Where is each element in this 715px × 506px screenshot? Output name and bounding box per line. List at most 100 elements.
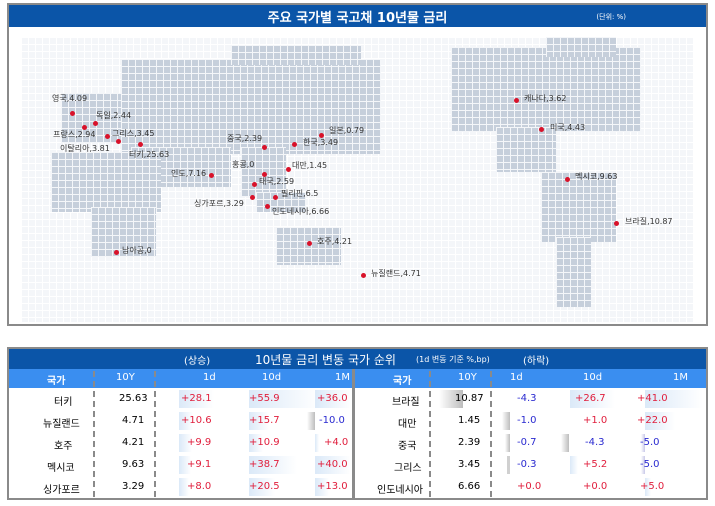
change-bar	[179, 412, 193, 430]
falling-table: 브라질 10.87 -4.3 +26.7 +41.0 대만 1.45 -1.0 …	[355, 388, 706, 498]
label-china: 중국,2.39	[227, 134, 263, 143]
marker-france[interactable]	[82, 125, 87, 130]
label-italy: 이탈리아,3.81	[60, 144, 110, 153]
change-bar	[645, 412, 675, 430]
label-philippines: 필리핀,6.5	[281, 189, 319, 198]
table-row: 멕시코 9.63 +9.1 +38.7 +40.0	[9, 454, 352, 476]
change-bar	[570, 390, 615, 408]
land-asia	[121, 59, 381, 154]
marker-canada[interactable]	[514, 98, 519, 103]
label-uk: 영국,4.09	[52, 94, 88, 103]
country: 터키	[54, 397, 73, 408]
marker-india[interactable]	[209, 173, 214, 178]
marker-mexico[interactable]	[565, 177, 570, 182]
table-divider	[352, 369, 355, 498]
change-1d: +28.1	[181, 393, 212, 404]
change-1d: +9.1	[187, 459, 212, 470]
land-south-america-tip	[556, 237, 591, 307]
col-10d: 10d	[583, 372, 603, 383]
land-africa-north	[51, 152, 161, 212]
change-10d: +1.0	[583, 415, 608, 426]
change-1m: +36.0	[317, 393, 348, 404]
marker-taiwan[interactable]	[286, 167, 291, 172]
label-france: 프랑스,2.94	[53, 130, 96, 139]
country: 대만	[398, 419, 417, 430]
change-1m: +5.0	[640, 481, 665, 492]
table-header: (상승) 10년물 금리 변동 국가 순위 (1d 변동 기준 %,bp) (하…	[9, 349, 706, 369]
change-1d: -4.3	[517, 393, 537, 404]
country: 브라질	[392, 397, 420, 408]
marker-hongkong[interactable]	[262, 172, 267, 177]
change-10d: +55.9	[249, 393, 280, 404]
change-1d: -1.0	[517, 415, 537, 426]
marker-japan[interactable]	[319, 133, 324, 138]
dashed-separator	[93, 371, 95, 497]
change-bar	[249, 412, 269, 430]
marker-turkey[interactable]	[138, 142, 143, 147]
change-1m: -5.0	[640, 459, 660, 470]
table-row: 뉴질랜드 4.71 +10.6 +15.7 -10.0	[9, 410, 352, 432]
change-bar	[641, 434, 645, 452]
country: 중국	[398, 441, 417, 452]
rate-10y: 10.87	[455, 393, 484, 404]
marker-china[interactable]	[262, 145, 267, 150]
change-bar	[645, 390, 703, 408]
change-1m: +40.0	[317, 459, 348, 470]
map-header: 주요 국가별 국고채 10년물 금리 (단위: %)	[9, 5, 706, 27]
land-central-america	[496, 127, 556, 172]
rise-label: (상승)	[184, 356, 211, 367]
change-1d: -0.3	[517, 459, 537, 470]
change-1m: +41.0	[637, 393, 668, 404]
change-1d: -0.7	[517, 437, 537, 448]
label-japan: 일본,0.79	[329, 126, 365, 135]
col-country: 국가	[47, 376, 66, 387]
change-bar	[439, 390, 463, 408]
change-1d: +10.6	[181, 415, 212, 426]
land-africa-south	[91, 207, 156, 257]
change-bar	[561, 434, 569, 452]
label-greece: 그리스,3.45	[112, 129, 155, 138]
marker-greece[interactable]	[105, 134, 110, 139]
marker-thailand[interactable]	[252, 182, 257, 187]
marker-brazil[interactable]	[614, 221, 619, 226]
change-bar	[179, 478, 189, 496]
marker-philippines[interactable]	[273, 195, 278, 200]
change-bar	[179, 434, 192, 452]
marker-new-zealand[interactable]	[361, 273, 366, 278]
table-row: 중국 2.39 -0.7 -4.3 -5.0	[355, 432, 706, 454]
world-map	[21, 37, 693, 322]
change-10d: +38.7	[249, 459, 280, 470]
rate-10y: 6.66	[458, 481, 481, 492]
marker-indonesia[interactable]	[265, 204, 270, 209]
country: 뉴질랜드	[43, 419, 80, 430]
change-1m: +13.0	[317, 481, 348, 492]
rate-10y: 4.71	[122, 415, 145, 426]
marker-south-africa[interactable]	[114, 250, 119, 255]
marker-australia[interactable]	[307, 241, 312, 246]
change-bar	[570, 456, 578, 474]
rate-10y: 3.45	[458, 459, 481, 470]
marker-singapore[interactable]	[250, 195, 255, 200]
land-australia	[276, 227, 341, 265]
table-title: 10년물 금리 변동 국가 순위	[255, 353, 396, 367]
label-germany: 독일,2.44	[96, 111, 132, 120]
change-1m: -10.0	[319, 415, 345, 426]
falling-column-header: 국가 10Y 1d 10d 1M	[355, 369, 706, 388]
col-10y: 10Y	[458, 372, 477, 383]
table-row: 싱가포르 3.29 +8.0 +20.5 +13.0	[9, 476, 352, 498]
marker-usa[interactable]	[539, 127, 544, 132]
label-usa: 미국,4.43	[550, 123, 586, 132]
table-row: 브라질 10.87 -4.3 +26.7 +41.0	[355, 388, 706, 410]
country: 호주	[54, 441, 73, 452]
marker-germany[interactable]	[93, 121, 98, 126]
marker-uk[interactable]	[70, 111, 75, 116]
table-subtitle: (1d 변동 기준 %,bp)	[416, 355, 490, 364]
marker-korea[interactable]	[292, 142, 297, 147]
map-title: 주요 국가별 국고채 10년물 금리	[267, 11, 448, 26]
marker-italy[interactable]	[116, 139, 121, 144]
change-10d: +20.5	[249, 481, 280, 492]
rate-10y: 4.21	[122, 437, 145, 448]
table-row: 터키 25.63 +28.1 +55.9 +36.0	[9, 388, 352, 410]
col-10d: 10d	[262, 372, 282, 383]
change-10d: -4.3	[585, 437, 605, 448]
